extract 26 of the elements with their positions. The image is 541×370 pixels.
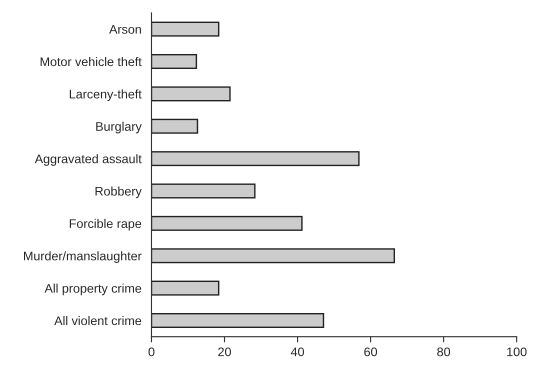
bar — [151, 216, 303, 231]
x-tick-label: 100 — [507, 347, 527, 356]
x-tick-label: 0 — [148, 347, 154, 356]
bar — [151, 280, 220, 296]
x-tick-label: 60 — [364, 347, 378, 356]
y-tick-label: Burglary — [96, 122, 142, 134]
bar — [151, 118, 198, 134]
y-tick-label: All violent crime — [54, 316, 142, 326]
y-tick-label: Motor vehicle theft — [40, 56, 142, 66]
bar — [151, 184, 256, 199]
bar — [151, 22, 220, 37]
bar — [151, 54, 198, 70]
bar — [151, 151, 360, 166]
y-tick-label: All property crime — [44, 284, 142, 296]
y-tick-label: Forcible rape — [70, 218, 142, 231]
x-tick-label: 80 — [437, 347, 450, 356]
bar — [151, 248, 396, 264]
y-tick-label: Larceny-theft — [70, 89, 142, 102]
y-tick-label: Arson — [109, 25, 141, 34]
bar — [151, 313, 324, 328]
x-tick-label: 20 — [218, 347, 231, 356]
y-tick-label: Murder/manslaughter — [24, 251, 142, 263]
bar — [151, 86, 231, 102]
x-tick-label: 40 — [290, 347, 304, 356]
y-tick-label: Robbery — [96, 186, 142, 198]
y-tick-label: Aggravated assault — [34, 154, 142, 166]
